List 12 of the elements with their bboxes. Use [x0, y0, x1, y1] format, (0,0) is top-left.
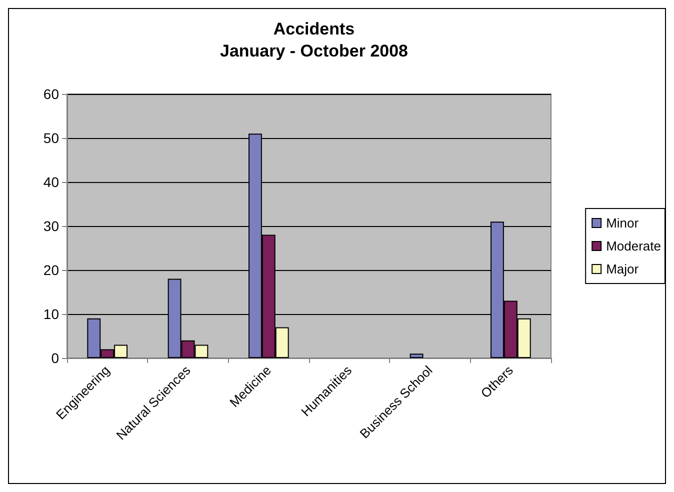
y-tick-label: 30: [43, 218, 60, 234]
legend-label: Major: [606, 262, 640, 276]
y-tick-label: 50: [43, 130, 60, 146]
y-tick-label: 20: [43, 262, 60, 278]
y-tick-label: 40: [43, 174, 60, 190]
y-tick-label: 10: [43, 306, 60, 322]
legend-label: Minor: [606, 216, 640, 230]
y-tick-label: 60: [43, 86, 60, 102]
bar: [410, 354, 424, 358]
y-tick-label: 0: [51, 350, 60, 366]
legend-label: Moderate: [606, 238, 661, 254]
chart-title: Accidents January - October 2008: [220, 20, 408, 60]
